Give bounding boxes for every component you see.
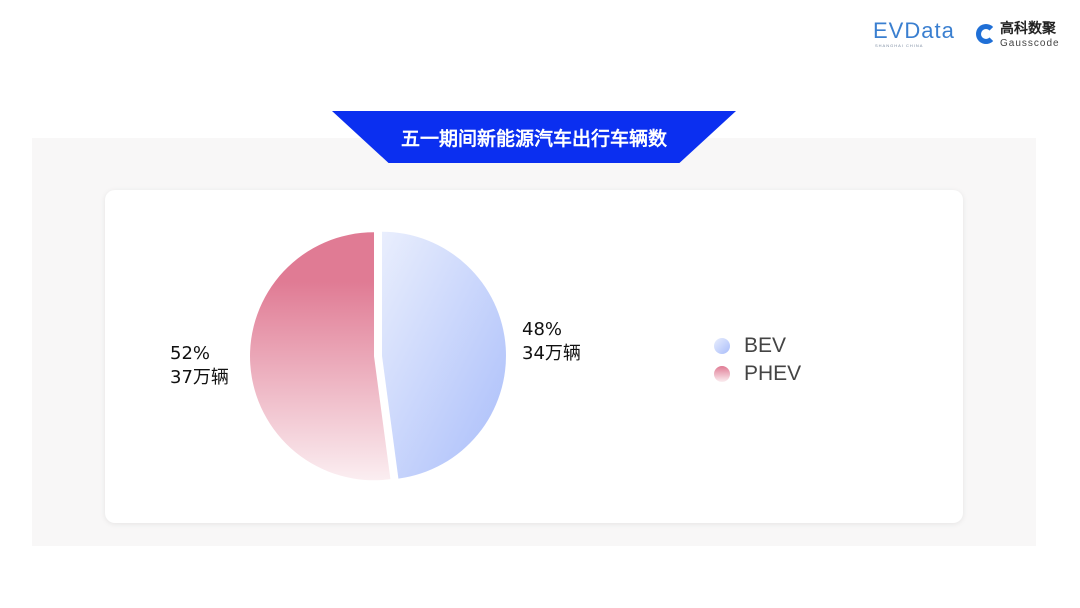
title-banner: 五一期间新能源汽车出行车辆数 <box>332 111 736 163</box>
legend-item-bev: BEV <box>714 332 801 360</box>
legend: BEV PHEV <box>714 332 801 388</box>
gausscode-logo: 高科数聚 Gausscode <box>976 18 1060 49</box>
data-label-bev: 48% 34万辆 <box>522 319 581 364</box>
pie-slice-bev <box>381 231 506 479</box>
legend-swatch-phev <box>714 366 730 382</box>
gausscode-mark-icon <box>976 23 996 44</box>
data-label-phev: 52% 37万辆 <box>170 343 229 388</box>
chart-title: 五一期间新能源汽车出行车辆数 <box>400 128 667 150</box>
evdata-logo: EVData SHANGHAI CHINA <box>873 18 955 48</box>
pie-slice-phev <box>250 232 391 481</box>
legend-item-phev: PHEV <box>714 360 801 388</box>
legend-swatch-bev <box>714 338 730 354</box>
chart-card <box>105 190 963 523</box>
